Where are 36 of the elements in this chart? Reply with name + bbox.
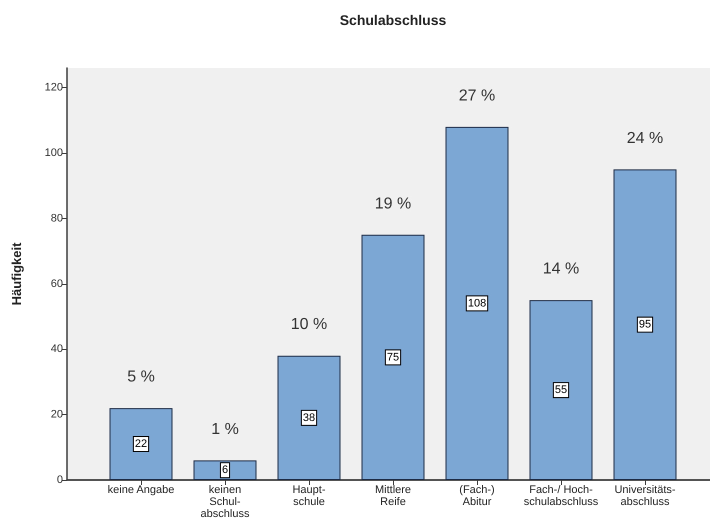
annotation: 5 % <box>127 368 155 386</box>
bar <box>530 300 592 480</box>
annotation: 10 % <box>290 316 328 334</box>
y-tick-label: 100 <box>44 147 63 160</box>
x-tick-label: (Fach-) Abitur <box>459 484 495 508</box>
x-tick-label: Universitäts- abschluss <box>614 484 676 508</box>
bar <box>446 126 508 480</box>
bar <box>614 169 676 480</box>
y-tick-label: 60 <box>50 278 63 290</box>
x-tick-label: keinen Schul- abschluss <box>200 484 250 520</box>
data-label: 75 <box>386 351 400 364</box>
y-tick-label: 120 <box>44 82 63 94</box>
x-tick-label: Haupt- schule <box>292 484 326 508</box>
x-tick-label: Mittlere Reife <box>374 484 412 508</box>
y-tick-label: 40 <box>50 343 63 356</box>
y-axis-title: Häufigkeit <box>9 242 24 306</box>
annotation: 14 % <box>542 260 580 278</box>
x-tick-label: keine Angabe <box>108 484 174 496</box>
annotation: 19 % <box>374 195 412 212</box>
data-label: 22 <box>134 438 148 450</box>
data-label: 38 <box>302 412 316 424</box>
annotation: 1 % <box>211 420 239 438</box>
annotation: 24 % <box>626 130 664 147</box>
data-label: 6 <box>222 464 228 476</box>
x-tick-label: Fach-/ Hoch- schulabschluss <box>524 484 599 508</box>
y-tick-label: 20 <box>50 408 63 421</box>
chart-title: Schulabschluss <box>340 12 447 28</box>
bar <box>362 234 424 480</box>
data-label: 55 <box>554 384 568 396</box>
y-tick-label: 0 <box>56 474 63 486</box>
data-label: 95 <box>638 318 652 331</box>
annotation: 27 % <box>458 87 496 104</box>
bar <box>278 356 340 480</box>
y-tick-label: 80 <box>50 212 63 224</box>
data-label: 108 <box>468 297 486 310</box>
bar <box>110 408 172 480</box>
